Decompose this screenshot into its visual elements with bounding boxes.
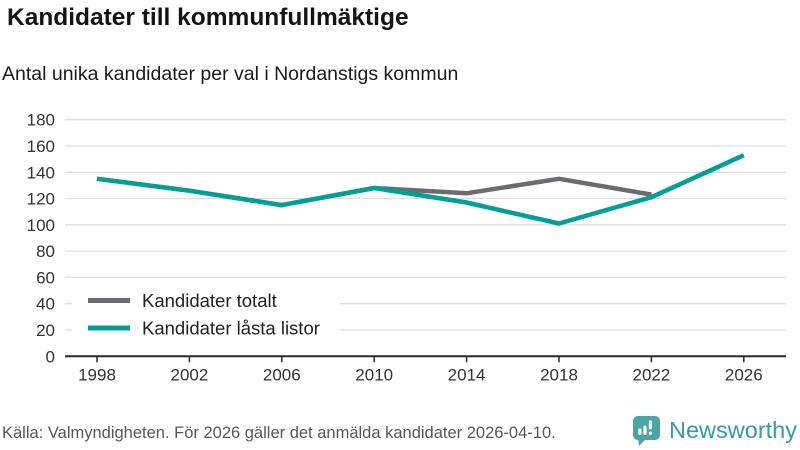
svg-text:2002: 2002 bbox=[170, 365, 208, 384]
svg-text:Kandidater totalt: Kandidater totalt bbox=[142, 290, 277, 311]
svg-text:Kandidater låsta listor: Kandidater låsta listor bbox=[142, 318, 320, 339]
svg-text:2014: 2014 bbox=[448, 365, 486, 384]
newsworthy-icon bbox=[633, 416, 661, 446]
x-axis: 1998 2002 2006 2010 2014 2018 2022 2026 bbox=[65, 355, 786, 384]
series-line-kandidater-l-sta-listor bbox=[96, 153, 745, 226]
legend-item-kandidater-l-sta-listor: Kandidater låsta listor bbox=[88, 318, 320, 339]
svg-text:160: 160 bbox=[27, 137, 55, 156]
svg-text:2006: 2006 bbox=[263, 365, 301, 384]
svg-text:2026: 2026 bbox=[725, 365, 763, 384]
svg-text:120: 120 bbox=[27, 190, 55, 209]
svg-text:100: 100 bbox=[27, 216, 55, 235]
svg-text:80: 80 bbox=[36, 242, 55, 261]
chart-subtitle: Antal unika kandidater per val i Nordans… bbox=[2, 63, 459, 85]
svg-text:1998: 1998 bbox=[78, 365, 116, 384]
y-grid-and-labels: 0 20 40 60 80 100 120 140 160 180 bbox=[27, 111, 786, 366]
series-line-kandidater-totalt bbox=[96, 176, 652, 208]
svg-text:140: 140 bbox=[27, 163, 55, 182]
newsworthy-logo[interactable]: Newsworthy bbox=[632, 414, 797, 446]
source-note: Källa: Valmyndigheten. För 2026 gäller d… bbox=[2, 424, 556, 442]
svg-text:20: 20 bbox=[36, 321, 55, 340]
svg-text:2018: 2018 bbox=[540, 365, 578, 384]
svg-text:180: 180 bbox=[27, 111, 55, 130]
legend-item-kandidater-totalt: Kandidater totalt bbox=[88, 290, 277, 311]
brand-name: Newsworthy bbox=[669, 416, 797, 443]
legend-background bbox=[72, 286, 340, 343]
svg-text:60: 60 bbox=[36, 268, 55, 287]
svg-text:0: 0 bbox=[46, 347, 55, 366]
page-title: Kandidater till kommunfullmäktige bbox=[7, 4, 409, 31]
svg-text:2022: 2022 bbox=[632, 365, 670, 384]
svg-text:40: 40 bbox=[36, 295, 55, 314]
svg-text:2010: 2010 bbox=[355, 365, 393, 384]
line-chart: 0 20 40 60 80 100 120 140 160 180 1998 2002 2006 2010… bbox=[27, 111, 786, 384]
